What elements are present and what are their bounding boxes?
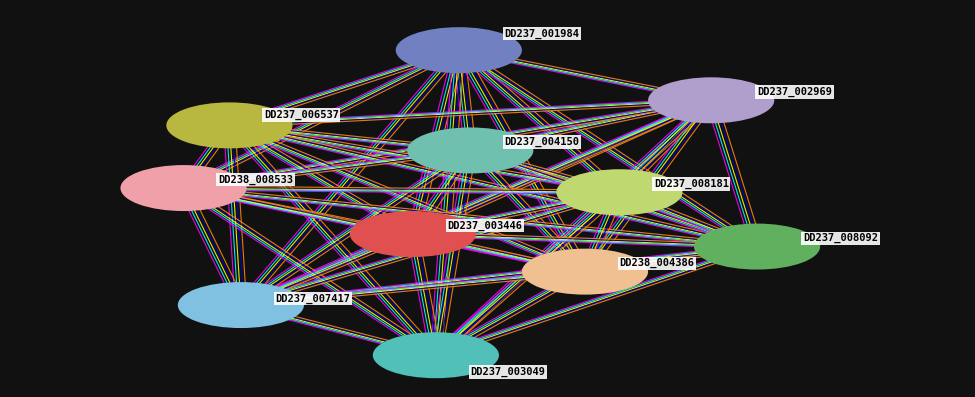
- Circle shape: [350, 211, 476, 257]
- Circle shape: [167, 102, 292, 148]
- Circle shape: [648, 77, 774, 123]
- Circle shape: [121, 165, 247, 211]
- Circle shape: [396, 27, 522, 73]
- Text: DD238_008533: DD238_008533: [218, 175, 292, 185]
- Text: DD237_008092: DD237_008092: [803, 233, 878, 243]
- Circle shape: [372, 332, 499, 378]
- Circle shape: [408, 127, 533, 173]
- Circle shape: [557, 169, 682, 215]
- Circle shape: [177, 282, 304, 328]
- Text: DD237_003049: DD237_003049: [470, 367, 545, 377]
- Text: DD237_007417: DD237_007417: [275, 294, 350, 304]
- Text: DD237_002969: DD237_002969: [757, 87, 832, 97]
- Text: DD237_006537: DD237_006537: [264, 110, 339, 120]
- Text: DD238_004386: DD238_004386: [619, 258, 694, 268]
- Text: DD237_001984: DD237_001984: [505, 28, 580, 39]
- Text: DD237_003446: DD237_003446: [448, 221, 523, 231]
- Circle shape: [694, 224, 820, 270]
- Text: DD237_008181: DD237_008181: [654, 179, 729, 189]
- Text: DD237_004150: DD237_004150: [505, 137, 580, 147]
- Circle shape: [522, 249, 648, 295]
